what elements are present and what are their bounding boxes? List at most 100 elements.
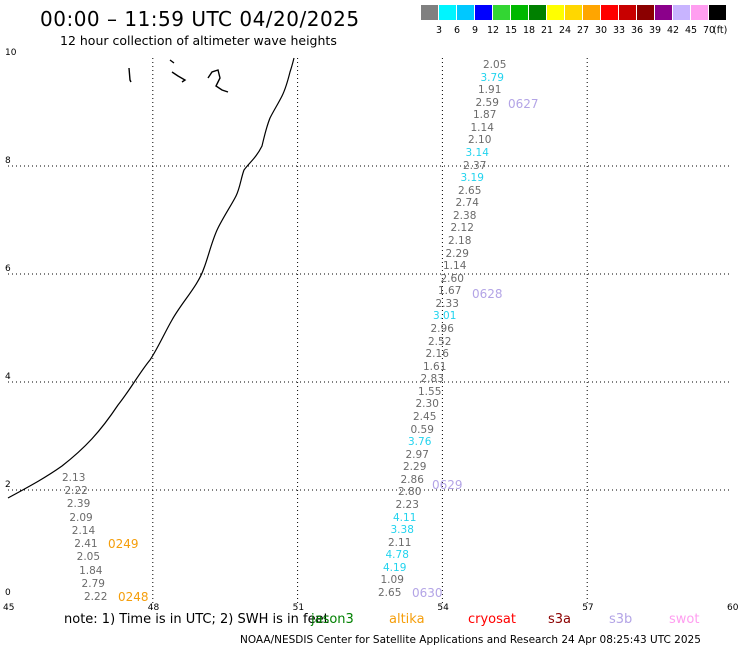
swh-value: 1.61: [423, 360, 447, 373]
scale-swatch: [709, 5, 726, 20]
swh-value: 2.29: [403, 461, 427, 474]
scale-label: 3: [435, 25, 443, 36]
swh-value: 1.91: [478, 84, 502, 97]
swh-value: 2.65: [458, 184, 482, 197]
pass-label-0629: 0629: [432, 478, 463, 492]
swh-value: 3.38: [390, 524, 414, 537]
islands: [128, 59, 229, 93]
x-tick-label: 54: [437, 603, 449, 613]
swh-value: 2.83: [420, 373, 444, 386]
y-tick-label: 0: [5, 588, 11, 598]
swh-value: 1.87: [473, 109, 497, 122]
scale-swatch: [673, 5, 690, 20]
legend-s3b: s3b: [609, 612, 633, 627]
swh-value: 2.60: [440, 272, 464, 285]
map-subtitle: 12 hour collection of altimeter wave hei…: [60, 33, 337, 48]
coastline: [7, 57, 295, 499]
scale-label: 30: [594, 25, 608, 36]
swh-value: 2.79: [81, 577, 105, 590]
swh-value: 2.74: [455, 197, 479, 210]
swh-value: 2.30: [415, 398, 439, 411]
scale-label: 12: [486, 25, 500, 36]
pass-label-0630: 0630: [412, 586, 443, 600]
legend-s3a: s3a: [548, 612, 572, 627]
scale-label: 39: [648, 25, 662, 36]
x-tick-label: 48: [147, 603, 160, 613]
scale-swatch: [493, 5, 510, 20]
swh-value: 2.97: [405, 448, 429, 461]
scale-swatch: [511, 5, 528, 20]
scale-swatch: [457, 5, 474, 20]
swh-value: 0.59: [410, 423, 434, 436]
island-1: [128, 67, 132, 83]
swh-value: 4.78: [385, 549, 409, 562]
y-tick-label: 4: [5, 372, 11, 382]
y-tick-label: 6: [5, 264, 11, 274]
y-tick-label: 8: [5, 156, 11, 166]
swh-value: 2.29: [445, 247, 469, 260]
swh-value: 2.86: [400, 473, 424, 486]
swh-value: 2.39: [66, 498, 91, 511]
scale-label: 70: [702, 25, 716, 36]
pass-label-0627: 0627: [508, 97, 539, 111]
pass-label-0628: 0628: [472, 287, 503, 301]
legend-swot: swot: [669, 612, 700, 627]
scale-label: 36: [630, 25, 644, 36]
x-tick-label: 45: [3, 603, 15, 613]
scale-swatch: [655, 5, 672, 20]
swh-value: 2.37: [463, 159, 487, 172]
scale-label: 21: [540, 25, 554, 36]
swh-value: 2.41: [74, 538, 98, 551]
scale-swatch: [565, 5, 582, 20]
scale-swatch: [601, 5, 618, 20]
swh-value: 2.14: [71, 524, 96, 537]
swh-value: 1.84: [79, 564, 103, 577]
swh-value: 1.67: [438, 285, 462, 298]
swh-value: 2.59: [475, 96, 499, 109]
swh-value: 2.80: [398, 486, 422, 499]
scale-swatch: [547, 5, 564, 20]
swh-value: 4.19: [383, 561, 407, 574]
scale-swatch: [529, 5, 546, 20]
scale-swatch: [691, 5, 708, 20]
scale-swatch: [583, 5, 600, 20]
y-tick-label: 2: [5, 480, 11, 490]
scale-label: 18: [522, 25, 536, 36]
island-2: [169, 59, 187, 83]
swh-value: 4.11: [393, 511, 417, 524]
swh-value: 3.19: [460, 172, 484, 185]
swh-value: 1.09: [380, 574, 404, 587]
swh-value: 2.45: [413, 411, 437, 423]
scale-unit: (ft): [713, 25, 728, 36]
pass-label-0249: 0249: [108, 537, 139, 551]
swh-value: 2.16: [425, 348, 449, 361]
swh-value: 3.14: [465, 147, 489, 159]
swh-value: 2.13: [62, 472, 86, 484]
swh-value: 2.10: [468, 134, 492, 147]
map-title: 00:00 – 11:59 UTC 04/20/2025: [40, 7, 360, 31]
note-text: note: 1) Time is in UTC; 2) SWH is in fe…: [64, 612, 329, 627]
swh-value: 2.96: [430, 323, 454, 335]
swh-value: 2.33: [435, 297, 459, 310]
swh-value: 1.14: [470, 121, 494, 134]
swh-value: 2.05: [483, 59, 507, 71]
scale-swatch: [637, 5, 654, 20]
swh-value: 2.22: [84, 591, 108, 603]
swh-value: 3.79: [480, 71, 504, 84]
swh-value: 3.76: [408, 436, 432, 449]
swh-value: 2.12: [450, 222, 474, 235]
x-tick-label: 51: [292, 603, 305, 613]
legend-cryosat: cryosat: [468, 612, 516, 627]
x-tick-label: 57: [582, 603, 594, 613]
x-tick-label: 60: [727, 603, 739, 613]
scale-label: 33: [612, 25, 626, 36]
scale-swatch: [421, 5, 438, 20]
scale-swatch: [475, 5, 492, 20]
scale-label: 15: [504, 25, 518, 36]
swh-value: 2.22: [64, 485, 88, 498]
footer-credit: NOAA/NESDIS Center for Satellite Applica…: [240, 634, 701, 646]
y-tick-label: 10: [5, 48, 17, 58]
swh-value: 1.14: [443, 260, 467, 273]
scale-label: 6: [453, 25, 461, 36]
